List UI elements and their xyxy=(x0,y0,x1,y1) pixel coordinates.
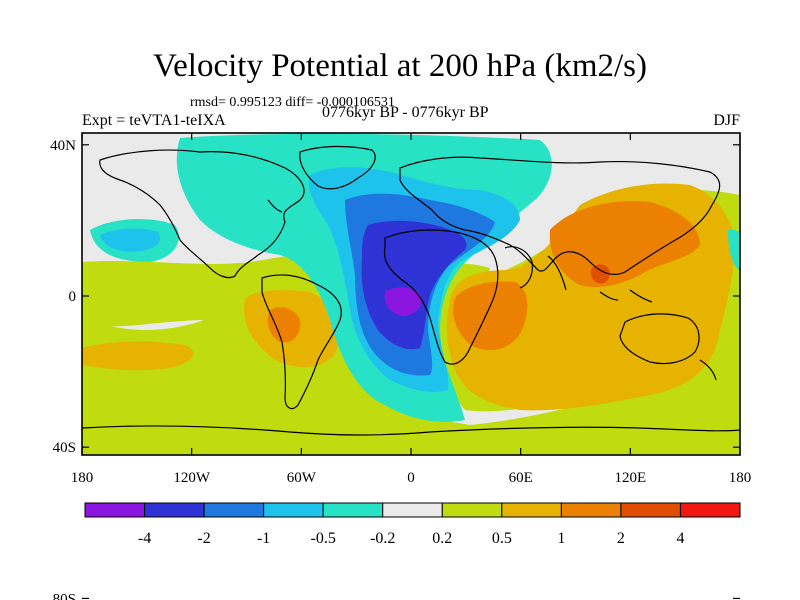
colorbar-label: 2 xyxy=(617,530,625,547)
colorbar-label: -0.5 xyxy=(311,530,336,547)
colorbar-swatch xyxy=(679,502,741,518)
coast-australia xyxy=(619,313,700,365)
contour-negative-top xyxy=(361,220,467,350)
colorbar-label: -1 xyxy=(257,530,270,547)
x-tick-label: 0 xyxy=(407,470,415,486)
colorbar-label: 0.2 xyxy=(432,530,452,547)
colorbar-label: -0.2 xyxy=(370,530,395,547)
colorbar-swatch xyxy=(560,502,622,518)
y-tick-label: 40S xyxy=(53,440,76,456)
colorbar-label: -4 xyxy=(138,530,151,547)
contour-positive-low-south xyxy=(82,293,740,455)
colorbar-swatch xyxy=(322,502,384,518)
contour-positive-high-samerica xyxy=(267,307,301,343)
colorbar-label: 1 xyxy=(557,530,565,547)
coast-greenland xyxy=(299,145,376,190)
x-tick-label: 120E xyxy=(614,470,646,486)
x-tick-label: 60W xyxy=(287,470,317,486)
colorbar-swatch xyxy=(382,502,443,518)
colorbar: -4 -2 -1 -0.5 -0.2 0.2 0.5 1 2 4 xyxy=(84,502,741,547)
coast-arabia-india xyxy=(504,246,567,291)
x-tick-label: 60E xyxy=(509,470,533,486)
coast-islands xyxy=(267,199,717,381)
y-tick-label: 0 xyxy=(69,289,77,305)
colorbar-swatch xyxy=(441,502,503,518)
experiment-label: Expt = teVTA1-teIXA xyxy=(82,112,226,129)
contour-positive-mid-southpacific xyxy=(82,341,194,371)
x-axis: 180 120W 60W 0 60E 120E 180 xyxy=(71,133,752,486)
coast-antarctica xyxy=(82,425,740,436)
contour-field xyxy=(82,133,740,455)
colorbar-swatch xyxy=(84,502,146,518)
colorbar-label: 0.5 xyxy=(492,530,512,547)
season-label: DJF xyxy=(713,112,740,129)
chart-title: Velocity Potential at 200 hPa (km2/s) xyxy=(152,48,648,84)
contour-negative-max xyxy=(384,287,422,316)
y-axis: 80N 40N 0 40S 80S xyxy=(50,0,740,600)
colorbar-label: -2 xyxy=(197,530,210,547)
colorbar-swatch xyxy=(144,502,205,518)
contour-negative-low-east xyxy=(728,229,740,270)
coast-south-america xyxy=(261,274,342,410)
x-tick-label: 120W xyxy=(173,470,211,486)
coast-africa xyxy=(383,229,499,365)
y-tick-label: 80S xyxy=(53,591,76,600)
colorbar-swatch xyxy=(203,502,265,518)
x-tick-label: 180 xyxy=(729,470,752,486)
y-tick-label: 40N xyxy=(50,138,76,154)
colorbar-swatch xyxy=(501,502,562,518)
colorbar-label: 4 xyxy=(676,530,684,547)
period-label: 0776kyr BP - 0776kyr BP xyxy=(322,104,489,121)
stats-label: rmsd= 0.995123 diff= -0.000106531 xyxy=(190,95,395,110)
colorbar-swatch xyxy=(263,502,324,518)
contour-positive-top-asia xyxy=(590,264,610,284)
contour-positive-high-asia xyxy=(549,201,700,287)
coast-eurasia xyxy=(399,156,721,275)
contour-negative-mid-pacific xyxy=(100,228,161,252)
contour-positive-high-africa xyxy=(453,281,528,350)
coast-north-america xyxy=(99,149,305,279)
y-tick-label: 80N xyxy=(50,0,76,3)
x-tick-label: 180 xyxy=(71,470,94,486)
coastlines xyxy=(82,145,740,436)
colorbar-swatch xyxy=(620,502,681,518)
